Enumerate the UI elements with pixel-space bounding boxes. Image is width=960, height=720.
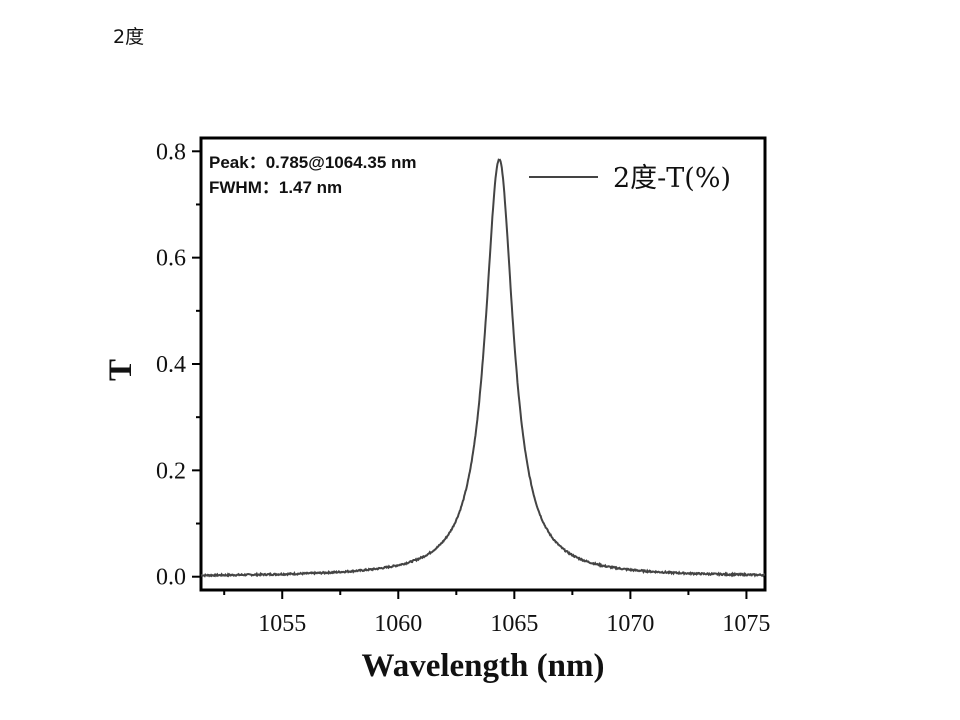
x-tick-labels: 1055 1060 1065 1070 1075 bbox=[258, 611, 770, 637]
y-tick-label: 0.0 bbox=[156, 565, 186, 591]
tick-marks bbox=[192, 150, 748, 599]
y-tick-label: 0.4 bbox=[156, 352, 186, 378]
y-tick-label: 0.8 bbox=[156, 139, 186, 165]
y-tick-label: 0.2 bbox=[156, 458, 186, 484]
x-tick-label: 1075 bbox=[722, 611, 770, 637]
x-tick-label: 1065 bbox=[490, 611, 538, 637]
y-tick-labels: 0.0 0.2 0.4 0.6 0.8 bbox=[156, 139, 186, 590]
fwhm-annotation: FWHM：1.47 nm bbox=[209, 178, 342, 197]
y-tick-label: 0.6 bbox=[156, 246, 186, 272]
peak-annotation: Peak：0.785@1064.35 nm bbox=[209, 153, 417, 172]
page-label: 2度 bbox=[113, 26, 145, 48]
series-line-2deg-transmission bbox=[200, 158, 766, 578]
legend-label: 2度-T(%) bbox=[613, 163, 731, 194]
x-tick-label: 1055 bbox=[258, 611, 306, 637]
x-tick-label: 1060 bbox=[374, 611, 422, 637]
y-axis-title: T bbox=[103, 359, 139, 381]
x-axis-title: Wavelength (nm) bbox=[362, 648, 605, 684]
x-tick-label: 1070 bbox=[606, 611, 654, 637]
